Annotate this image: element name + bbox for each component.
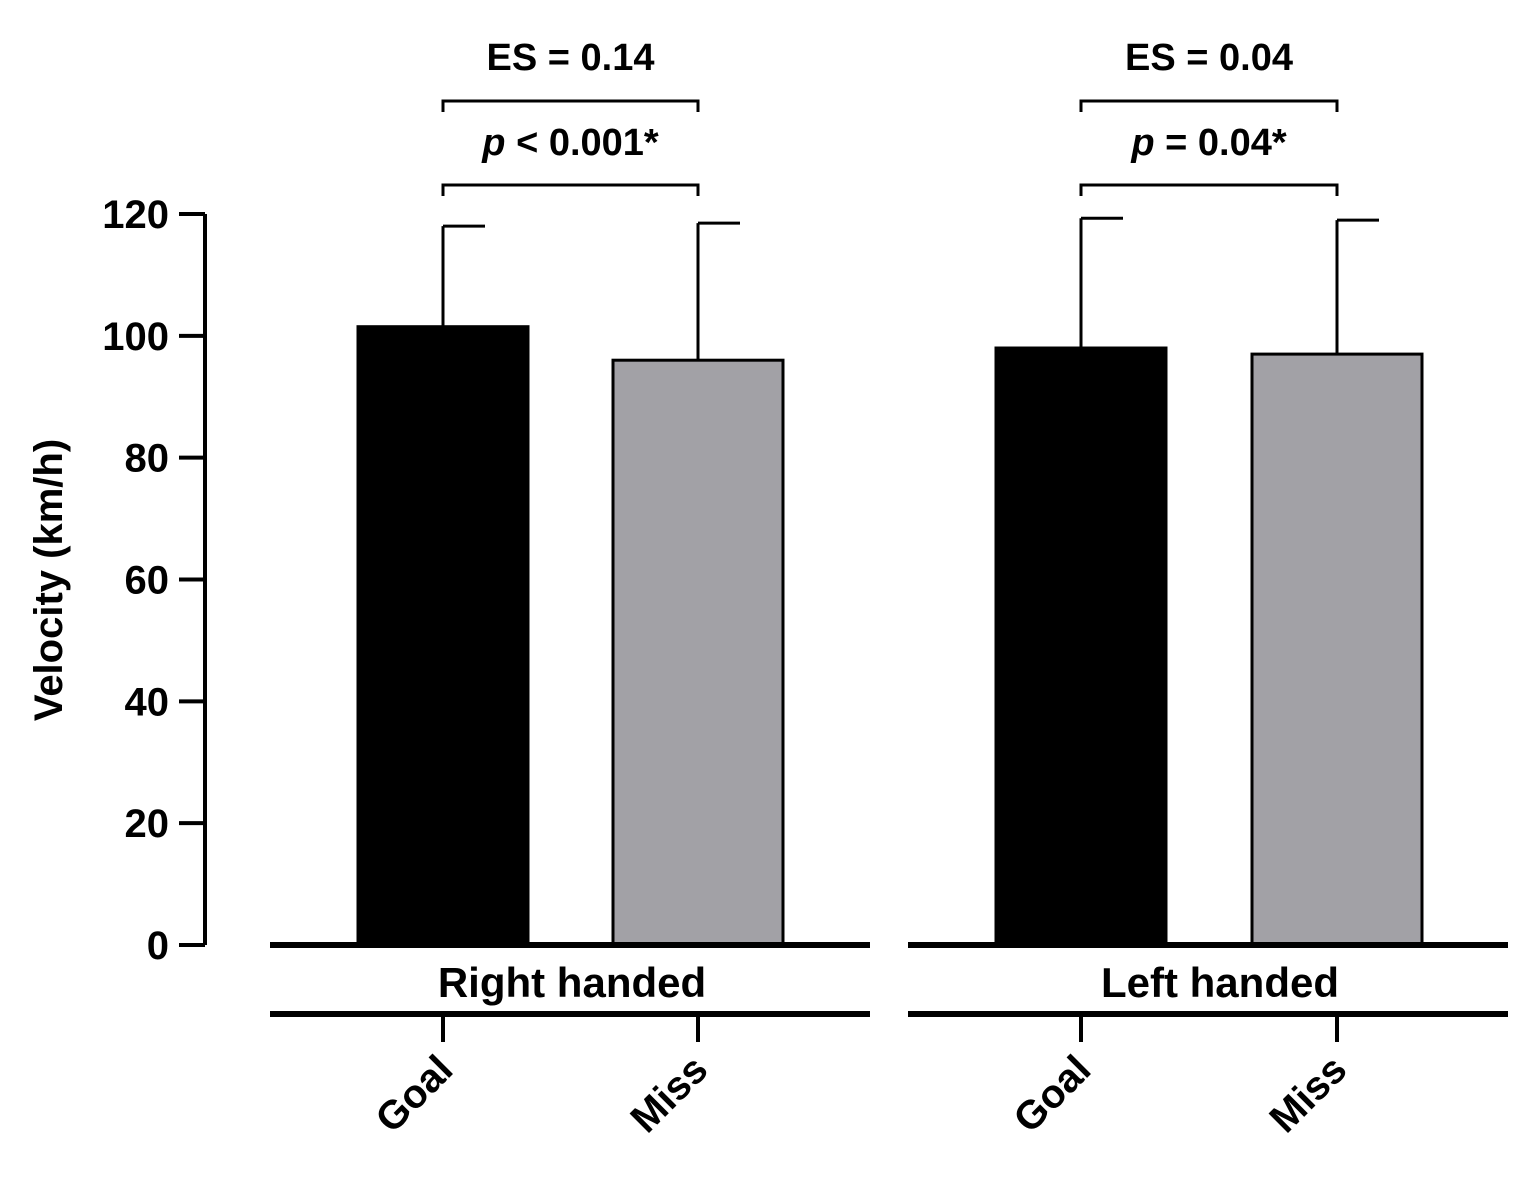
x-category-label: Miss: [1261, 1047, 1355, 1141]
y-tick-label: 120: [102, 193, 169, 237]
p-value-label: p = 0.04*: [1130, 122, 1286, 164]
y-tick-label: 40: [125, 680, 170, 724]
error-bars: [441, 216, 1379, 361]
group-label: Right handed: [438, 959, 706, 1006]
p-value: = 0.04*: [1155, 122, 1287, 164]
y-tick-label: 20: [125, 802, 170, 846]
y-tick-label: 80: [125, 437, 170, 481]
p-value-bracket: [441, 183, 700, 196]
bar-left-handed-goal: [994, 346, 1168, 947]
p-symbol: p: [1130, 122, 1154, 164]
p-symbol: p: [481, 122, 505, 164]
p-value-label: p < 0.001*: [481, 122, 659, 164]
group-label: Left handed: [1101, 959, 1339, 1006]
y-axis-title: Velocity (km/h): [27, 439, 71, 721]
p-value-bracket: [1079, 183, 1339, 196]
effect-size-label: ES = 0.14: [487, 37, 655, 79]
effect-size-bracket: [1079, 99, 1339, 112]
bar-right-handed-goal: [356, 325, 530, 947]
y-tick-label: 100: [102, 315, 169, 359]
effect-size-bracket: [441, 99, 700, 112]
significance-annotations: ES = 0.14 p < 0.001* ES = 0.04 p = 0.04*: [441, 37, 1339, 196]
bar-right-handed-miss: [611, 358, 785, 947]
y-tick-label: 60: [125, 559, 170, 603]
x-category-label: Goal: [1005, 1047, 1099, 1141]
y-tick-label: 0: [147, 924, 169, 968]
y-axis: 0 20 40 60 80 100 120 Velocity (km/h): [27, 193, 207, 968]
bar-left-handed-miss: [1250, 352, 1424, 947]
effect-size-label: ES = 0.04: [1125, 37, 1293, 79]
x-category-label: Miss: [622, 1047, 716, 1141]
x-category-label: Goal: [367, 1047, 461, 1141]
p-value: < 0.001*: [506, 122, 659, 164]
bars: [356, 325, 1424, 947]
